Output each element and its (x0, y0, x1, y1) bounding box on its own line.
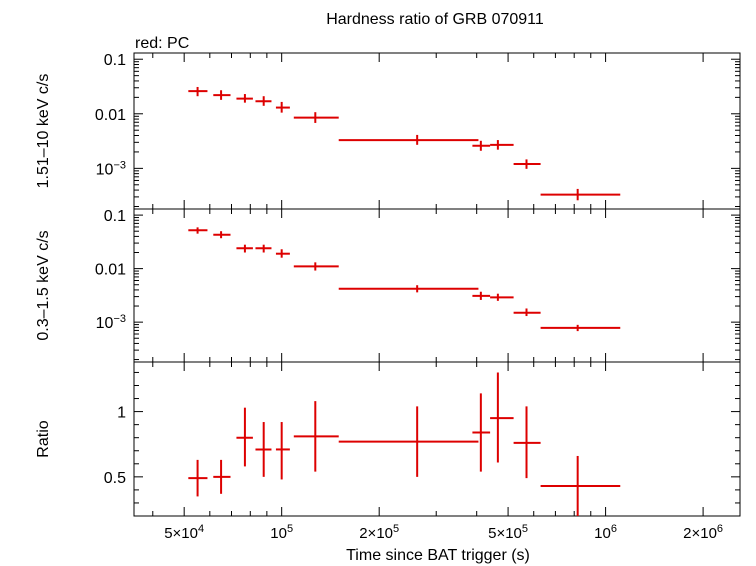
data-point (540, 188, 621, 201)
y-tick-label: 0.01 (95, 262, 126, 279)
data-point (188, 459, 208, 497)
data-point (338, 134, 479, 145)
data-point (513, 159, 541, 169)
data-point (255, 244, 272, 253)
data-point (540, 324, 621, 332)
data-point (490, 293, 514, 301)
data-point (513, 308, 541, 317)
data-point (293, 112, 339, 123)
y-tick-label: 0.1 (104, 52, 126, 69)
x-axis-tick-labels: 5×104 105 2×105 5×105 106 2×106 (164, 523, 723, 542)
data-point (213, 231, 231, 239)
panel-frame-ratio (133, 361, 741, 517)
data-point (275, 422, 290, 480)
x-tick-label: 105 (270, 523, 293, 542)
data-point (255, 96, 272, 106)
panel-frame-hard (133, 52, 741, 210)
data-point (490, 140, 514, 150)
y-axis-label-hard: 1.51–10 keV c/s (35, 74, 52, 189)
data-point (293, 401, 339, 472)
panel-frame-soft (133, 208, 741, 363)
data-point (213, 90, 231, 100)
y-tick-label: 0.5 (104, 470, 126, 487)
y-tick-label: 1 (117, 405, 126, 422)
data-point (490, 372, 514, 463)
data-point (255, 422, 272, 477)
x-axis-label: Time since BAT trigger (s) (346, 547, 530, 564)
data-point (338, 406, 479, 477)
x-tick-label: 5×104 (164, 523, 204, 542)
panel-soft: 0.1 0.01 10−3 0.3–1.5 keV c/s (35, 208, 741, 363)
y-tick-label: 10−3 (96, 313, 126, 332)
x-tick-label: 2×106 (683, 523, 723, 542)
data-point (275, 101, 290, 113)
data-point (213, 459, 231, 494)
panel-ratio: 0.5 1 Ratio (35, 361, 741, 517)
x-tick-label: 106 (594, 523, 617, 542)
data-point (293, 262, 339, 271)
x-tick-label: 2×105 (359, 523, 399, 542)
data-point (472, 140, 491, 151)
data-point (236, 407, 253, 467)
data-point (236, 94, 253, 103)
chart-title: Hardness ratio of GRB 070911 (326, 11, 544, 28)
y-tick-label: 0.01 (95, 107, 126, 124)
plot-panels: 0.1 0.01 10−3 1.51–10 keV c/s 0.1 0.01 10−3 0.3… (35, 52, 741, 517)
data-point (275, 249, 290, 258)
y-axis-label-soft: 0.3–1.5 keV c/s (35, 230, 52, 340)
data-point (472, 393, 491, 472)
y-tick-label: 0.1 (104, 208, 126, 225)
x-tick-label: 5×105 (488, 523, 528, 542)
data-point (540, 455, 621, 516)
y-axis-label-ratio: Ratio (35, 420, 52, 457)
data-point (188, 86, 208, 97)
data-point (338, 285, 479, 293)
data-point (236, 244, 253, 253)
chart-subtitle: red: PC (135, 35, 189, 52)
data-point (188, 227, 208, 234)
y-tick-label: 10−3 (96, 159, 126, 178)
data-point (472, 291, 491, 300)
data-point (513, 406, 541, 479)
panel-hard: 0.1 0.01 10−3 1.51–10 keV c/s (35, 52, 741, 210)
